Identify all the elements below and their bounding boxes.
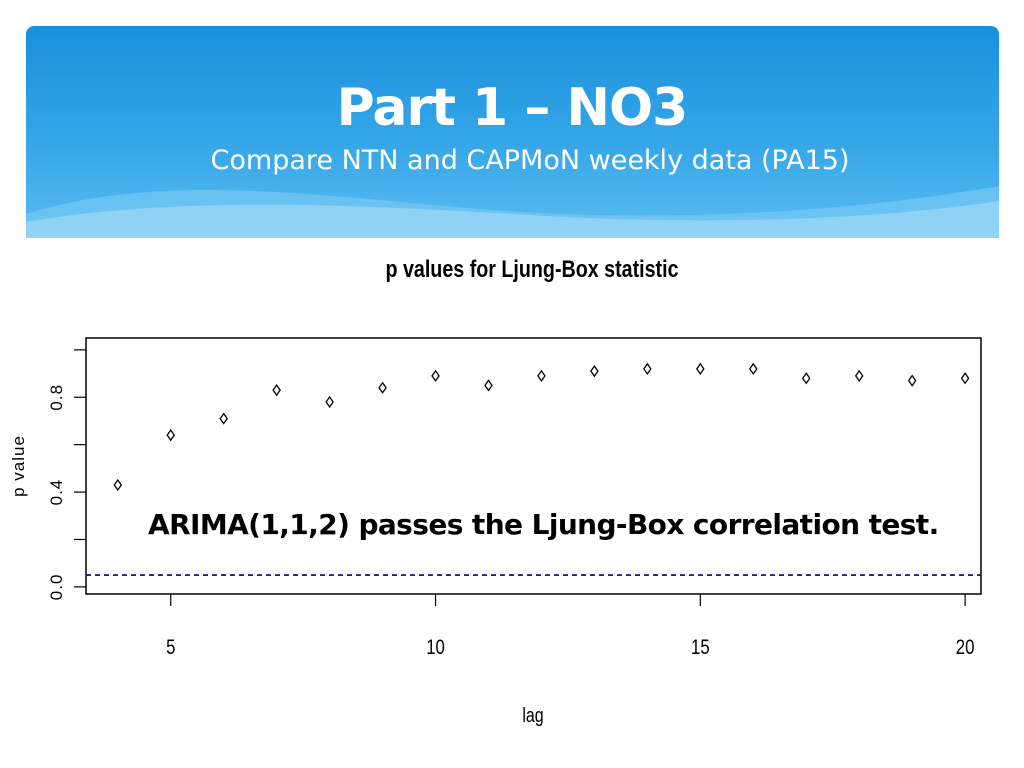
slide-title: Part 1 – NO3 xyxy=(336,78,689,138)
plot-frame xyxy=(85,337,982,595)
y-axis-label: p value xyxy=(9,435,28,497)
x-tick-label: 15 xyxy=(691,636,710,659)
x-tick-label: 5 xyxy=(166,636,175,659)
data-point xyxy=(219,412,228,425)
data-point xyxy=(378,381,387,394)
x-axis-label: lag xyxy=(522,704,543,726)
x-tick-label: 10 xyxy=(426,636,445,659)
data-point xyxy=(166,429,176,442)
data-point xyxy=(325,395,334,409)
data-point xyxy=(696,362,705,375)
data-points xyxy=(113,362,970,492)
x-tick-label: 20 xyxy=(956,636,975,659)
y-tick-label: 0.0 xyxy=(47,574,66,601)
data-point xyxy=(113,478,123,492)
axes: 5 10 15 20 0.0 0.4 0.8 xyxy=(47,349,975,660)
slide-subtitle: Compare NTN and CAPMoN weekly data (PA15… xyxy=(210,145,850,176)
data-point xyxy=(590,365,599,378)
data-point xyxy=(484,379,493,392)
y-tick-label: 0.4 xyxy=(47,479,66,506)
banner-wave-decoration xyxy=(26,186,999,238)
data-point xyxy=(960,372,970,385)
data-point xyxy=(272,384,281,397)
data-point xyxy=(431,369,440,383)
data-point xyxy=(854,369,864,383)
data-point xyxy=(537,369,546,383)
ljung-box-chart: 5 10 15 20 0.0 0.4 0.8 lag p value xyxy=(9,337,982,726)
chart-title: p values for Ljung-Box statistic xyxy=(385,256,679,283)
data-point xyxy=(748,362,758,375)
data-point xyxy=(907,374,917,387)
data-point xyxy=(643,362,652,375)
data-point xyxy=(801,372,811,385)
annotation-text: ARIMA(1,1,2) passes the Ljung-Box correl… xyxy=(148,508,939,541)
y-tick-label: 0.8 xyxy=(47,384,66,411)
title-banner xyxy=(26,26,999,238)
